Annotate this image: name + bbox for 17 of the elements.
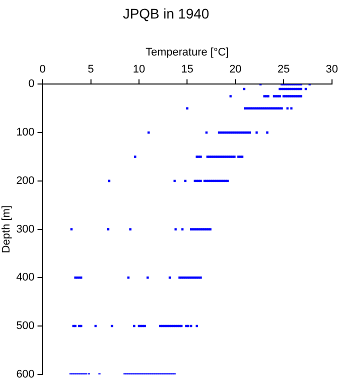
x-tick-label: 5 [88,64,94,76]
y-tick-label: 0 [28,78,35,90]
x-tick-label: 0 [39,64,46,76]
x-tick-label: 20 [229,64,242,76]
y-axis-title: Depth [m] [0,205,13,254]
chart-title: JPQB in 1940 [122,5,210,22]
x-tick-label: 10 [132,64,146,76]
y-tick-label: 600 [16,368,35,380]
x-tick-label: 15 [181,64,194,76]
y-tick-label: 400 [16,272,35,284]
y-tick-label: 300 [16,223,35,236]
x-axis-title: Temperature [°C] [146,46,229,58]
y-tick-label: 500 [16,320,35,332]
x-tick-label: 25 [278,64,290,76]
x-tick-label: 30 [326,64,338,76]
y-tick-label: 200 [16,174,35,187]
y-tick-label: 100 [16,126,35,139]
